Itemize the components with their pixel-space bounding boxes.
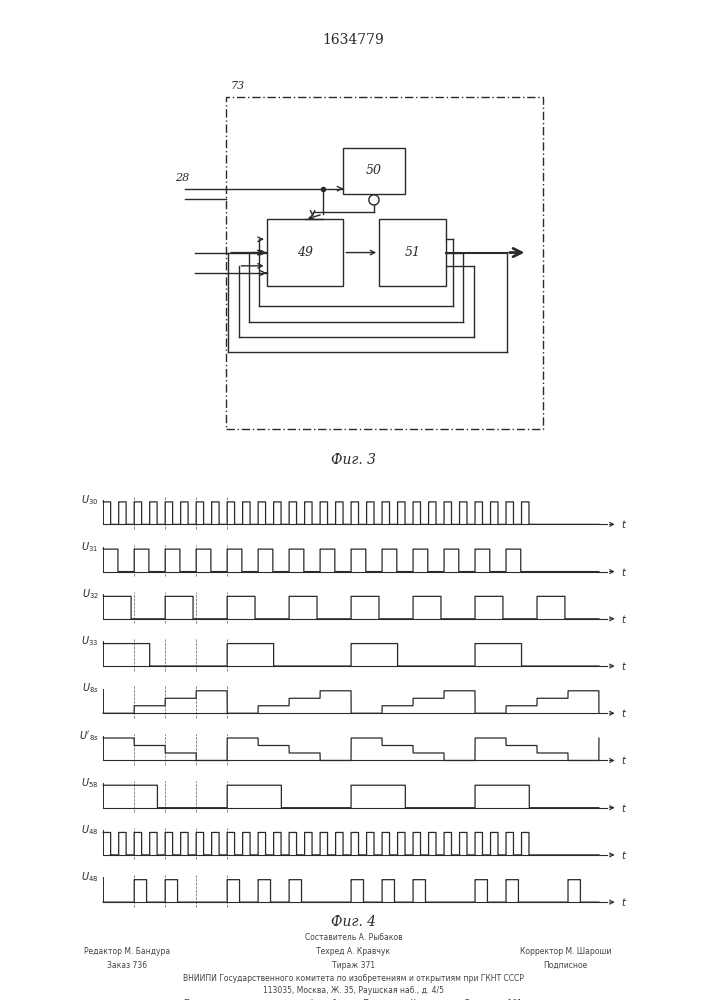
Text: $t$: $t$ <box>621 613 626 625</box>
Text: $t$: $t$ <box>621 707 626 719</box>
Text: Техред А. Кравчук: Техред А. Кравчук <box>317 947 390 956</box>
Text: $U'_{8s}$: $U'_{8s}$ <box>78 729 98 743</box>
Text: $U_{30}$: $U_{30}$ <box>81 493 98 507</box>
Text: $U_{8s}$: $U_{8s}$ <box>82 682 98 695</box>
Bar <box>226 97 542 429</box>
Text: $t$: $t$ <box>621 849 626 861</box>
Text: Редактор М. Бандура: Редактор М. Бандура <box>84 947 170 956</box>
Text: ВНИИПИ Государственного комитета по изобретениям и открытиям при ГКНТ СССР: ВНИИПИ Государственного комитета по изоб… <box>183 974 524 983</box>
Text: Заказ 736: Заказ 736 <box>107 961 147 970</box>
Text: $t$: $t$ <box>621 896 626 908</box>
Text: Фиг. 3: Фиг. 3 <box>331 453 376 467</box>
Text: 113035, Москва, Ж. 35, Раушская наб., д. 4/5: 113035, Москва, Ж. 35, Раушская наб., д.… <box>263 986 444 995</box>
Text: Фиг. 4: Фиг. 4 <box>331 916 376 930</box>
Text: Тираж 371: Тираж 371 <box>332 961 375 970</box>
Text: $U_{58}$: $U_{58}$ <box>81 776 98 790</box>
Text: $U_{31}$: $U_{31}$ <box>81 540 98 554</box>
Text: $t$: $t$ <box>621 802 626 814</box>
Text: $t$: $t$ <box>621 660 626 672</box>
Text: 1634779: 1634779 <box>322 33 385 47</box>
Text: $t$: $t$ <box>621 754 626 766</box>
Text: Производственно-издательский комбинат «Патент», г. Ужгород, ул. Гагарина, 101: Производственно-издательский комбинат «П… <box>185 999 522 1000</box>
Bar <box>379 219 445 286</box>
Text: Составитель А. Рыбаков: Составитель А. Рыбаков <box>305 933 402 942</box>
Text: $t$: $t$ <box>621 518 626 530</box>
Bar <box>344 148 404 194</box>
Text: 73: 73 <box>230 81 245 91</box>
Text: 50: 50 <box>366 164 382 177</box>
Text: Подписное: Подписное <box>544 961 588 970</box>
Text: 51: 51 <box>404 246 420 259</box>
Bar <box>267 219 344 286</box>
Text: $U_{32}$: $U_{32}$ <box>81 587 98 601</box>
Text: Корректор М. Шароши: Корректор М. Шароши <box>520 947 612 956</box>
Text: 28: 28 <box>175 173 189 183</box>
Text: $U_{48}$: $U_{48}$ <box>81 823 98 837</box>
Text: $U_{33}$: $U_{33}$ <box>81 634 98 648</box>
Text: $U_{48}$: $U_{48}$ <box>81 871 98 884</box>
Text: 49: 49 <box>297 246 313 259</box>
Text: $t$: $t$ <box>621 566 626 578</box>
